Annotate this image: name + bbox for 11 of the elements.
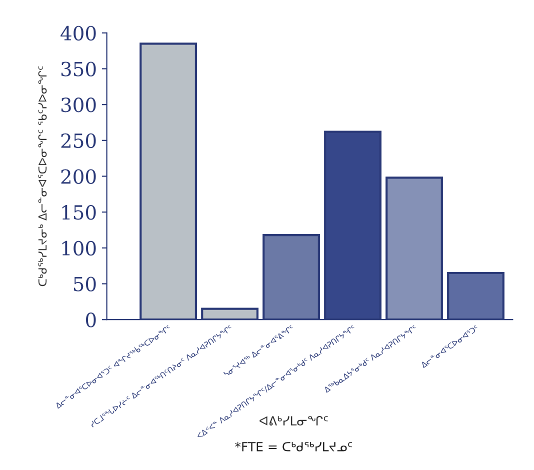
y-axis-title: ᑕᒃᑯᖅᓯᒪᔪᓂᒃ ᐃᓕᓐᓂᐊᕐᑕᐅᓂᖏᑦ ᖃᑦᓯᐅᓂᖏᑦ bbox=[38, 66, 47, 286]
y-tick-label: 150 bbox=[62, 205, 96, 220]
y-tick-label: 400 bbox=[60, 26, 96, 41]
y-tick-label: 350 bbox=[61, 62, 96, 76]
y-tick-label: 0 bbox=[86, 312, 96, 328]
y-tick-label: 200 bbox=[61, 169, 96, 184]
y-tick-label: 250 bbox=[61, 133, 96, 148]
y-tick-label: 100 bbox=[62, 240, 96, 256]
y-tick-label: 300 bbox=[61, 98, 96, 112]
text: *FTE = ᑕᒃᑯᖅᓯᒪᔪᓄᑦ bbox=[235, 442, 352, 452]
y-tick-label: 50 bbox=[74, 276, 96, 292]
